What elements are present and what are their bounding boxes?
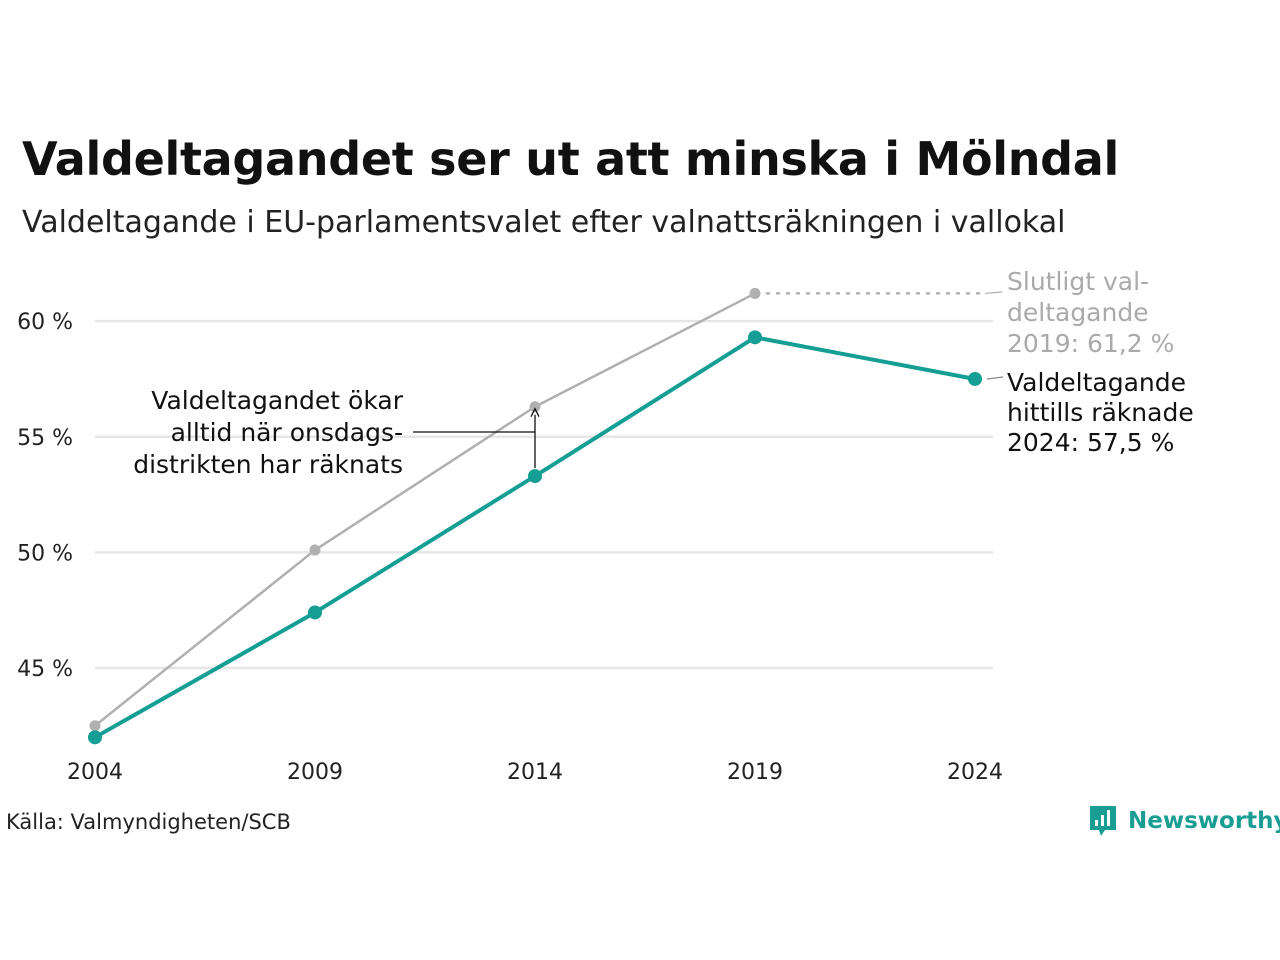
x-tick-label: 2024 (947, 760, 1003, 785)
chart-subtitle: Valdeltagande i EU-parlamentsvalet efter… (22, 205, 1066, 240)
grid-lines (95, 319, 993, 670)
annotation-note-text: alltid när onsdags- (171, 418, 403, 447)
y-tick-label: 50 % (17, 541, 73, 566)
series-points (88, 287, 982, 745)
annotation-note-text: Valdeltagandet ökar (151, 386, 403, 415)
y-axis-ticks: 45 % 50 % 55 % 60 % (17, 310, 73, 682)
annotation-arrow-head (530, 407, 540, 418)
data-point-current (968, 371, 982, 386)
annotation-note-text: distrikten har räknats (133, 450, 403, 479)
data-point-final (309, 544, 321, 556)
annotation-leader-final (984, 291, 1003, 295)
data-point-current (308, 605, 322, 620)
data-point-final (529, 401, 541, 413)
y-tick-label: 60 % (17, 310, 73, 335)
annotation-current-text: 2024: 57,5 % (1007, 428, 1174, 457)
x-tick-label: 2019 (727, 760, 783, 785)
annotation-final-text: 2019: 61,2 % (1007, 329, 1174, 358)
chart-title: Valdeltagandet ser ut att minska i Mölnd… (22, 132, 1120, 186)
annotation-leader-current (986, 376, 1004, 380)
brand-logo[interactable]: Newsworthy (1088, 804, 1280, 838)
brand-name: Newsworthy (1128, 808, 1280, 834)
x-tick-label: 2014 (507, 760, 563, 785)
data-point-current (748, 330, 762, 345)
x-tick-label: 2009 (287, 760, 343, 785)
annotation-current-text: Valdeltagande (1007, 368, 1186, 397)
annotation-current-text: hittills räknade (1007, 398, 1194, 427)
data-point-current (88, 730, 102, 745)
y-tick-label: 45 % (17, 657, 73, 682)
data-point-final (749, 287, 761, 299)
series-lines (94, 292, 976, 740)
data-point-final (89, 720, 101, 732)
x-axis-ticks: 2004 2009 2014 2019 2024 (67, 760, 1003, 785)
x-tick-label: 2004 (67, 760, 123, 785)
annotation-final-text: Slutligt val- (1007, 267, 1149, 296)
y-tick-label: 55 % (17, 426, 73, 451)
series-line-final (94, 292, 756, 727)
data-point-current (528, 469, 542, 484)
newsworthy-chart-icon (1090, 806, 1116, 836)
source-note: Källa: Valmyndigheten/SCB (6, 810, 291, 834)
annotation-final-text: deltagande (1007, 298, 1149, 327)
